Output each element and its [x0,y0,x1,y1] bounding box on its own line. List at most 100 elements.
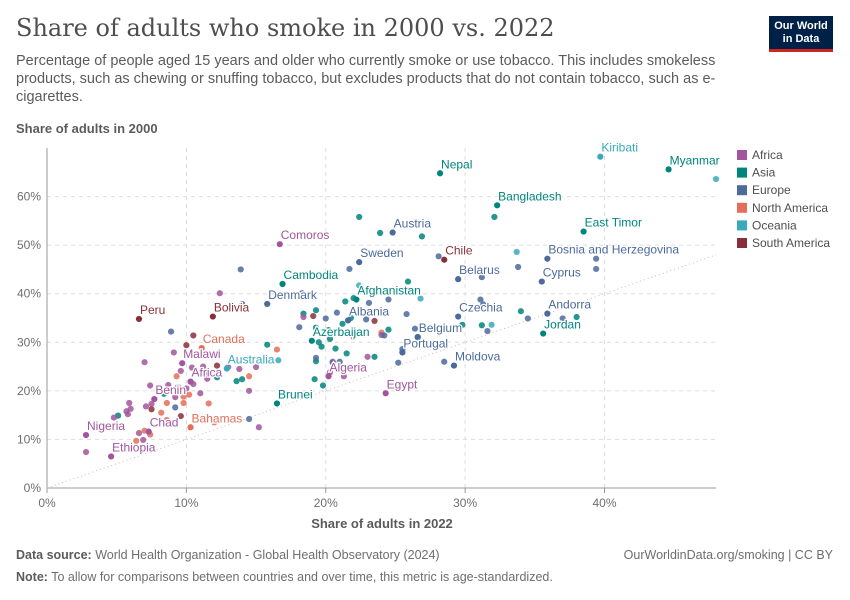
data-point [333,309,340,316]
data-point [371,353,378,360]
data-point [180,393,187,400]
data-point-labeled [441,256,448,263]
logo-line-2: in Data [782,33,820,45]
data-point [237,266,244,273]
data-point [300,313,307,321]
data-point [200,363,207,370]
data-point [322,315,329,322]
data-point [167,328,175,335]
point-label: Egypt [387,377,418,391]
data-point [239,300,246,308]
data-point [524,315,531,322]
legend-swatch [737,150,747,160]
data-point-labeled [135,315,143,323]
data-point-labeled [145,428,152,435]
data-point [478,274,485,281]
data-point [395,359,402,366]
data-point-labeled [308,337,315,344]
chart-subtitle: Percentage of people aged 15 years and o… [16,53,716,105]
data-point [365,299,373,307]
data-point [124,411,131,418]
data-point [275,357,282,364]
point-label: Sweden [360,246,403,260]
note-label: Note: [16,570,48,584]
data-point [141,359,148,366]
point-label: Afghanistan [357,284,420,298]
point-label: Brunei [278,387,313,401]
data-point [364,353,371,360]
data-point [513,248,520,256]
data-point [298,290,306,297]
data-point [311,376,318,383]
point-label: Cyprus [543,266,581,280]
data-point [158,409,165,416]
data-point [183,342,190,349]
y-tick-label: 20% [17,384,41,398]
data-point [593,255,600,262]
point-label: Cambodia [284,268,339,282]
x-tick-label: 0% [38,496,56,510]
legend: Africa Asia Europe North America Oceania Sout… [737,148,830,250]
data-point [148,400,155,408]
data-point-labeled [399,349,406,356]
y-tick-label: 60% [17,190,41,204]
data-point-labeled [455,313,462,320]
point-label: Moldova [455,350,501,364]
data-point [559,315,566,322]
data-point [180,399,187,407]
point-label: Bahamas [192,411,243,425]
data-point-labeled [544,255,551,262]
point-label: Kiribati [601,141,638,155]
data-point [172,404,179,411]
data-point [213,362,221,369]
point-label: East Timor [585,216,642,230]
point-label: Albania [349,304,389,318]
data-point [363,316,370,323]
owid-logo[interactable]: Our World in Data [769,16,833,52]
data-point-labeled [544,310,551,317]
point-label: Canada [203,332,245,346]
data-point [381,332,388,339]
data-point-labeled [436,170,444,177]
point-label: Austria [394,217,432,231]
point-label: Andorra [548,298,591,312]
data-point [142,403,150,410]
source-link[interactable]: OurWorldinData.org/smoking | CC BY [623,548,833,562]
point-label: Jordan [544,318,581,332]
y-axis-label: Share of adults in 2000 [16,121,158,136]
data-point [174,383,182,391]
data-point [140,436,147,444]
data-point-labeled [325,373,332,380]
data-point [173,373,180,380]
data-point-labeled [353,296,360,303]
legend-swatch [737,220,747,231]
data-point [245,373,253,380]
data-point [488,321,495,328]
point-label: Belarus [459,263,500,277]
data-point [245,387,253,394]
legend-entry: Oceania [752,218,797,232]
data-point-labeled [264,300,271,308]
data-point [517,308,524,315]
data-point [160,390,168,397]
data-point-labeled [389,229,396,236]
data-point [318,343,325,350]
logo-line-1: Our World [774,20,828,32]
data-point-labeled [198,345,205,352]
point-label: Portugal [403,336,448,350]
data-point [165,381,172,389]
point-label: Benin [155,383,186,397]
data-point-labeled [450,362,458,369]
data-point [126,399,133,407]
data-point-labeled [151,396,158,403]
data-point-labeled [538,278,545,285]
data-point-labeled [414,333,421,341]
data-point [264,341,271,348]
data-point [350,333,357,341]
data-point [477,296,484,303]
point-label: Czechia [459,301,503,315]
point-label: Azerbaijan [313,325,370,339]
data-point [342,298,349,305]
y-tick-label: 40% [17,287,41,301]
data-point-labeled [356,259,363,266]
